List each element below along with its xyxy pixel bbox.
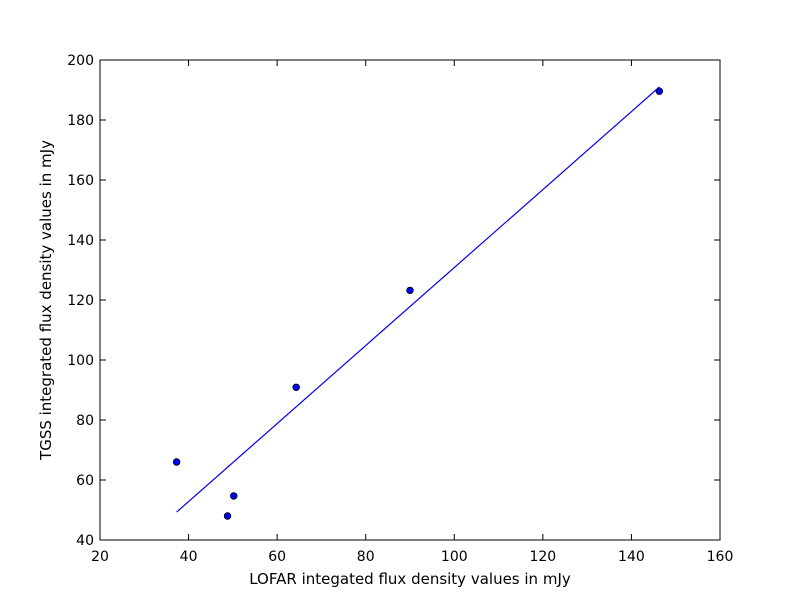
y-tick-label: 40	[76, 533, 94, 549]
data-point	[230, 492, 238, 500]
x-tick-label: 60	[268, 549, 286, 565]
data-point	[406, 286, 414, 295]
x-tick-label: 40	[180, 549, 198, 565]
y-tick-label: 160	[67, 173, 94, 189]
data-marks	[172, 86, 664, 520]
data-point	[172, 458, 181, 466]
fit-line	[176, 86, 660, 513]
data-point	[292, 383, 300, 391]
y-tick-label: 100	[67, 353, 94, 369]
x-tick-label: 80	[357, 549, 375, 565]
x-tick-label: 140	[618, 549, 645, 565]
x-axis-title: LOFAR integated flux density values in m…	[249, 570, 571, 588]
y-axis: 40 60 80 100 120 140 160 180 200	[67, 53, 720, 549]
y-axis-title: TGSS integrated flux density values in m…	[37, 140, 55, 461]
x-tick-label: 120	[529, 549, 556, 565]
x-tick-label: 100	[441, 549, 468, 565]
y-tick-label: 80	[76, 413, 94, 429]
plot-frame	[99, 59, 721, 541]
x-axis: 20 40 60 80 100 120 140 160	[91, 60, 733, 565]
x-tick-label: 160	[707, 549, 734, 565]
y-tick-label: 60	[76, 473, 94, 489]
y-tick-label: 200	[67, 53, 94, 69]
x-tick-label: 20	[91, 549, 109, 565]
y-tick-label: 180	[67, 113, 94, 129]
plot-area	[99, 59, 721, 541]
y-tick-label: 140	[67, 233, 94, 249]
data-point	[223, 512, 232, 520]
y-tick-label: 120	[67, 293, 94, 309]
data-point	[655, 87, 664, 95]
